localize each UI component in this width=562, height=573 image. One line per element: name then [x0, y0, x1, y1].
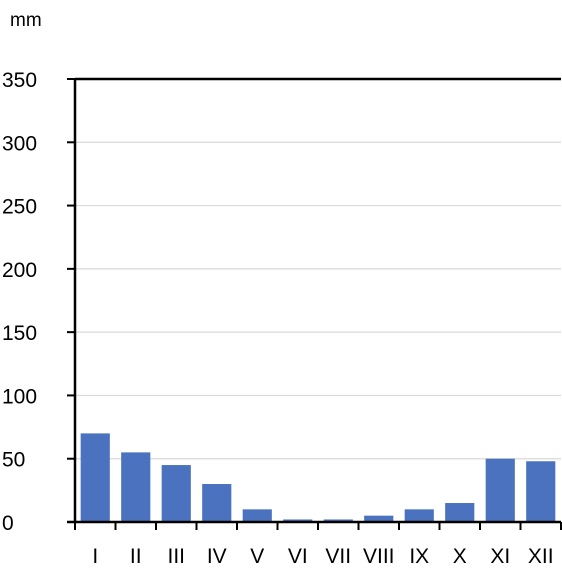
bar-II — [121, 452, 151, 522]
bar-III — [161, 465, 191, 522]
y-tick-label: 150 — [2, 322, 37, 345]
x-tick-label: IX — [409, 545, 429, 568]
bars — [80, 433, 556, 522]
x-tick-label: VIII — [363, 545, 395, 568]
y-tick-label: 250 — [2, 196, 37, 219]
x-tick-label: XII — [528, 545, 554, 568]
y-tick-label: 350 — [2, 69, 37, 92]
x-tick-label: XI — [490, 545, 510, 568]
x-tick-label: VII — [325, 545, 351, 568]
bar-V — [242, 509, 272, 522]
y-tick-label: 50 — [2, 449, 25, 472]
bar-I — [80, 433, 110, 522]
bar-VI — [283, 519, 313, 522]
y-tick-label: 0 — [2, 512, 14, 535]
y-tick-label: 100 — [2, 385, 37, 408]
axes — [67, 77, 562, 530]
y-tick-label: 300 — [2, 132, 37, 155]
y-tick-labels: 0 50 100 150 200 250 300 350 — [2, 69, 37, 535]
bar-XI — [485, 458, 515, 522]
x-tick-label: II — [130, 545, 142, 568]
x-tick-labels: I II III IV V VI VII VIII IX X XI XII — [92, 545, 553, 568]
y-axis-unit-label: mm — [10, 10, 42, 31]
bar-VIII — [364, 515, 394, 522]
bar-X — [445, 503, 475, 522]
x-tick-label: III — [167, 545, 185, 568]
x-tick-label: IV — [207, 545, 227, 568]
bar-VII — [323, 519, 353, 522]
x-tick-label: I — [92, 545, 98, 568]
x-tick-label: X — [453, 545, 467, 568]
bar-IX — [404, 509, 434, 522]
x-tick-label: V — [250, 545, 264, 568]
bar-XII — [526, 461, 556, 522]
bar-IV — [202, 484, 232, 522]
x-tick-label: VI — [288, 545, 308, 568]
y-tick-label: 200 — [2, 259, 37, 282]
gridlines — [75, 141, 561, 460]
